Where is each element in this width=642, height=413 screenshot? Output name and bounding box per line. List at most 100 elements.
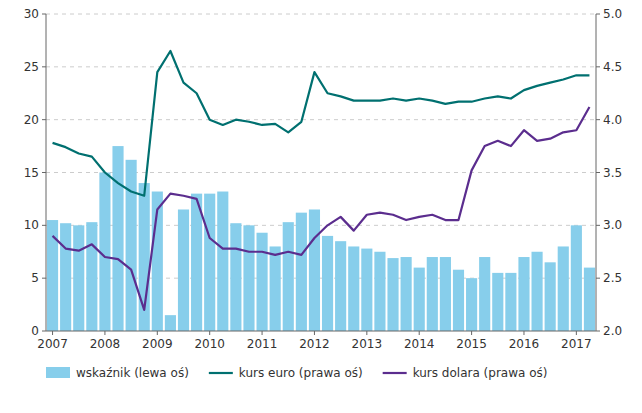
grid-line bbox=[46, 14, 596, 15]
bar bbox=[165, 315, 176, 331]
legend-swatch bbox=[209, 372, 233, 374]
y-tick-label: 0 bbox=[31, 324, 39, 338]
bar bbox=[217, 192, 228, 331]
x-tick-label: 2008 bbox=[90, 337, 121, 351]
x-tick-label: 2012 bbox=[299, 337, 330, 351]
x-tick-label: 2017 bbox=[561, 337, 592, 351]
bar bbox=[387, 258, 398, 331]
grid-line bbox=[46, 119, 596, 120]
bar bbox=[191, 194, 202, 331]
y-tick-label: 5 bbox=[31, 271, 39, 285]
legend-swatch bbox=[383, 372, 407, 374]
y2-tick-label: 3.0 bbox=[603, 218, 622, 232]
legend-item: kurs euro (prawa oś) bbox=[209, 366, 363, 380]
y-tick bbox=[42, 278, 46, 279]
bar bbox=[453, 270, 464, 331]
x-tick-label: 2009 bbox=[142, 337, 173, 351]
bar bbox=[532, 252, 543, 331]
y-tick-label: 15 bbox=[24, 166, 39, 180]
bar bbox=[427, 257, 438, 331]
legend-label: wskaźnik (lewa oś) bbox=[76, 366, 189, 380]
bar bbox=[440, 257, 451, 331]
x-tick-label: 2016 bbox=[509, 337, 540, 351]
x-tick-label: 2014 bbox=[404, 337, 435, 351]
bar bbox=[60, 223, 71, 331]
x-axis-line bbox=[46, 331, 596, 332]
bar bbox=[309, 209, 320, 331]
y2-tick-label: 3.5 bbox=[603, 166, 622, 180]
bar bbox=[178, 209, 189, 331]
bar bbox=[112, 146, 123, 331]
bar bbox=[204, 194, 215, 331]
x-tick bbox=[104, 331, 105, 335]
bar bbox=[584, 268, 595, 331]
y2-tick bbox=[596, 66, 600, 67]
y2-tick bbox=[596, 278, 600, 279]
bar bbox=[296, 213, 307, 331]
bar bbox=[361, 249, 372, 331]
legend: wskaźnik (lewa oś) kurs euro (prawa oś) ku… bbox=[46, 366, 547, 380]
x-tick-label: 2007 bbox=[37, 337, 68, 351]
legend-swatch bbox=[46, 367, 70, 378]
x-tick bbox=[471, 331, 472, 335]
bar bbox=[505, 273, 516, 331]
y-tick bbox=[42, 66, 46, 67]
bar bbox=[518, 257, 529, 331]
line bbox=[53, 51, 590, 196]
bar bbox=[545, 262, 556, 331]
y-tick bbox=[42, 172, 46, 173]
plot-area bbox=[47, 51, 595, 331]
y-tick-label: 20 bbox=[24, 113, 39, 127]
x-tick-label: 2015 bbox=[456, 337, 487, 351]
bar bbox=[374, 252, 385, 331]
background bbox=[0, 0, 642, 413]
x-tick bbox=[314, 331, 315, 335]
bar bbox=[492, 273, 503, 331]
x-tick-label: 2013 bbox=[352, 337, 383, 351]
y2-tick-label: 5.0 bbox=[603, 7, 622, 21]
chart: 2007200820092010201120122013201420152016… bbox=[0, 0, 642, 413]
bar bbox=[126, 160, 137, 331]
x-tick bbox=[419, 331, 420, 335]
x-tick bbox=[52, 331, 53, 335]
y2-tick bbox=[596, 119, 600, 120]
y2-tick bbox=[596, 14, 600, 15]
bar bbox=[479, 257, 490, 331]
bar bbox=[243, 225, 254, 331]
y2-tick-label: 4.5 bbox=[603, 60, 622, 74]
y2-tick-label: 4.0 bbox=[603, 113, 622, 127]
y-tick bbox=[42, 331, 46, 332]
x-tick-label: 2011 bbox=[247, 337, 278, 351]
x-tick bbox=[262, 331, 263, 335]
bar bbox=[401, 257, 412, 331]
legend-label: kurs euro (prawa oś) bbox=[239, 366, 363, 380]
bar bbox=[466, 278, 477, 331]
y2-tick bbox=[596, 172, 600, 173]
x-tick bbox=[366, 331, 367, 335]
bar bbox=[86, 222, 97, 331]
legend-label: kurs dolara (prawa oś) bbox=[413, 366, 548, 380]
bar bbox=[571, 225, 582, 331]
bar bbox=[283, 222, 294, 331]
y2-tick-label: 2.5 bbox=[603, 271, 622, 285]
y-tick bbox=[42, 14, 46, 15]
bar bbox=[414, 268, 425, 331]
y2-tick bbox=[596, 331, 600, 332]
x-tick bbox=[576, 331, 577, 335]
y-tick bbox=[42, 225, 46, 226]
bar bbox=[230, 223, 241, 331]
bar bbox=[73, 225, 84, 331]
bar bbox=[348, 246, 359, 331]
bar bbox=[257, 233, 268, 331]
bar bbox=[270, 246, 281, 331]
axes: 2007200820092010201120122013201420152016… bbox=[24, 7, 622, 351]
y2-tick bbox=[596, 225, 600, 226]
line bbox=[53, 107, 590, 310]
grid-line bbox=[46, 66, 596, 67]
y-tick bbox=[42, 119, 46, 120]
x-tick-label: 2010 bbox=[194, 337, 225, 351]
x-tick bbox=[157, 331, 158, 335]
legend-item: wskaźnik (lewa oś) bbox=[46, 366, 189, 380]
y-tick-label: 30 bbox=[24, 7, 39, 21]
y-tick-label: 25 bbox=[24, 60, 39, 74]
